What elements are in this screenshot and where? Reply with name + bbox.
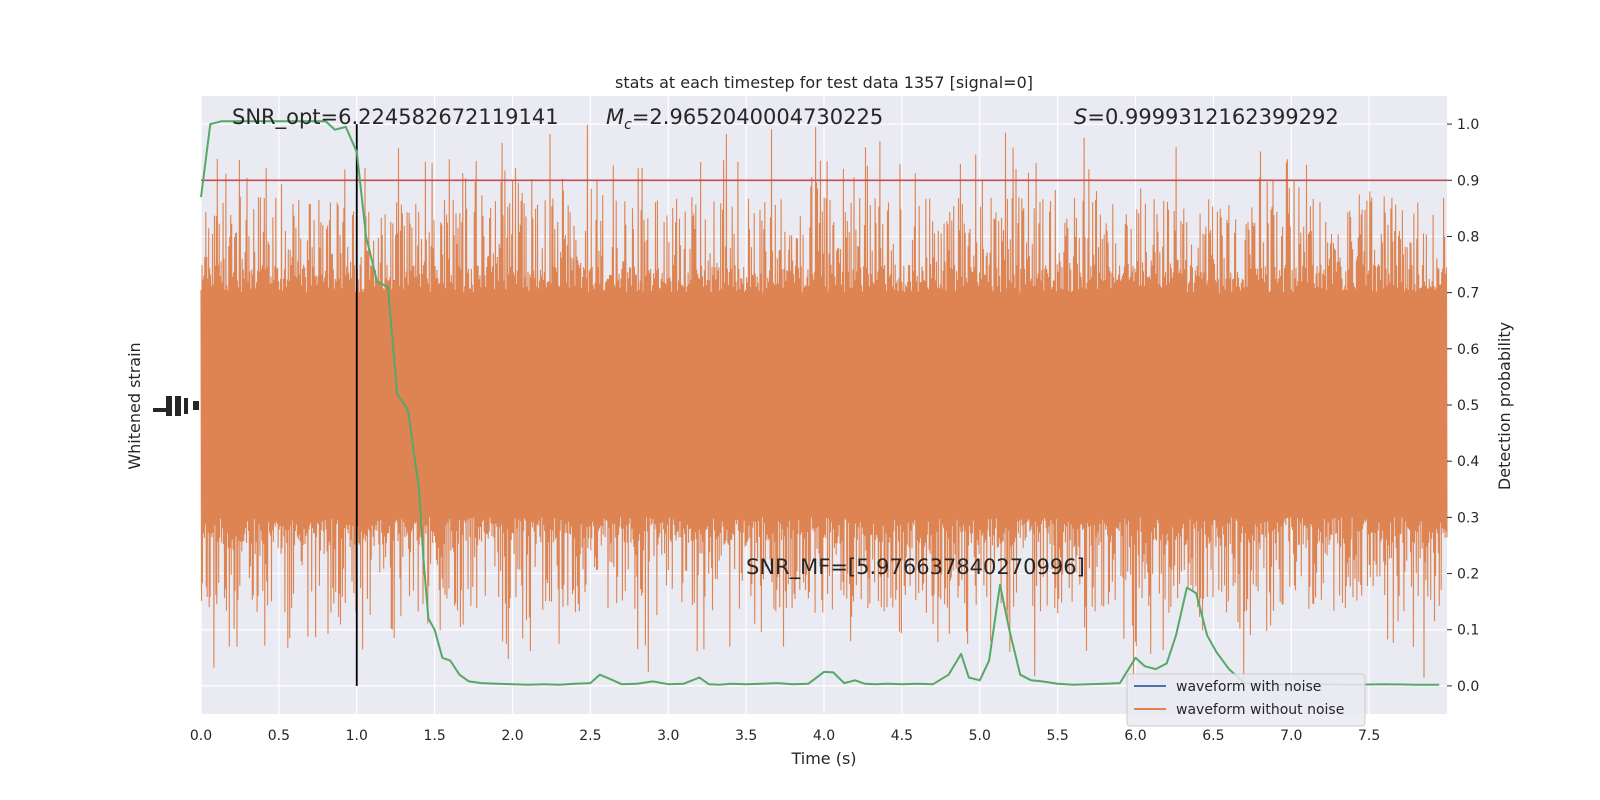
x-tick-label: 0.0 bbox=[190, 728, 212, 744]
annotation-chirp-mass-symbol: M bbox=[606, 105, 624, 129]
x-tick-label: 7.0 bbox=[1280, 728, 1302, 744]
x-tick-label: 6.0 bbox=[1124, 728, 1146, 744]
x-tick-label: 3.5 bbox=[735, 728, 757, 744]
y-left-axis-label: Whitened strain bbox=[125, 342, 144, 469]
noise-core-band bbox=[201, 292, 1447, 518]
x-tick-label: 4.5 bbox=[891, 728, 913, 744]
left-axis-smudge bbox=[153, 396, 199, 416]
annotation-s: S=0.9999312162399292 bbox=[1074, 105, 1339, 129]
annotation-s-symbol: S bbox=[1074, 105, 1087, 129]
x-tick-label: 2.0 bbox=[501, 728, 523, 744]
y-right-tick-label: 0.9 bbox=[1457, 173, 1479, 189]
legend-label-noisy: waveform with noise bbox=[1176, 679, 1321, 695]
y-right-axis-ticks: 0.0 0.1 0.2 0.3 0.4 0.5 0.6 0.7 0.8 0.9 1.0 bbox=[1447, 117, 1479, 695]
x-tick-label: 7.5 bbox=[1358, 728, 1380, 744]
y-right-tick-label: 0.8 bbox=[1457, 229, 1479, 245]
legend-label-clean: waveform without noise bbox=[1176, 702, 1344, 718]
x-tick-label: 1.5 bbox=[423, 728, 445, 744]
y-right-tick-label: 0.5 bbox=[1457, 398, 1479, 414]
legend-box bbox=[1126, 673, 1366, 727]
y-right-tick-label: 0.2 bbox=[1457, 567, 1479, 583]
noise-band-series bbox=[200, 124, 1448, 682]
x-axis-label: Time (s) bbox=[790, 749, 856, 768]
series-detection-probability bbox=[200, 120, 1440, 686]
annotation-chirp-mass-value: =2.9652040004730225 bbox=[632, 105, 883, 129]
annotation-chirp-mass-sub: c bbox=[624, 117, 632, 133]
y-right-tick-label: 0.1 bbox=[1457, 623, 1479, 639]
annotation-chirp-mass: Mc=2.9652040004730225 bbox=[606, 105, 883, 133]
x-tick-label: 5.0 bbox=[969, 728, 991, 744]
y-right-tick-label: 0.7 bbox=[1457, 286, 1479, 302]
x-axis-ticks: 0.0 0.5 1.0 1.5 2.0 2.5 3.0 3.5 4.0 4.5 5.0 5.5 6.0 6… bbox=[190, 728, 1380, 744]
legend: waveform with noise waveform without noi… bbox=[1126, 673, 1366, 727]
y-right-tick-label: 0.4 bbox=[1457, 454, 1479, 470]
y-right-tick-label: 0.0 bbox=[1457, 679, 1479, 695]
x-tick-label: 5.5 bbox=[1046, 728, 1068, 744]
annotation-s-value: =0.9999312162399292 bbox=[1087, 105, 1338, 129]
x-tick-label: 0.5 bbox=[268, 728, 290, 744]
probability-series bbox=[200, 120, 1447, 686]
x-tick-label: 6.5 bbox=[1202, 728, 1224, 744]
annotation-snr-opt: SNR_opt=6.224582672119141 bbox=[232, 105, 559, 130]
y-right-tick-label: 1.0 bbox=[1457, 117, 1479, 133]
x-tick-label: 4.0 bbox=[813, 728, 835, 744]
x-tick-label: 2.5 bbox=[579, 728, 601, 744]
x-tick-label: 1.0 bbox=[346, 728, 368, 744]
chart-title: stats at each timestep for test data 135… bbox=[615, 73, 1033, 92]
y-right-tick-label: 0.3 bbox=[1457, 510, 1479, 526]
annotation-snr-mf: SNR_MF=[5.976637840270996] bbox=[746, 555, 1085, 580]
y-right-axis-label: Detection probability bbox=[1495, 322, 1514, 490]
x-tick-label: 3.0 bbox=[657, 728, 679, 744]
y-right-tick-label: 0.6 bbox=[1457, 342, 1479, 358]
